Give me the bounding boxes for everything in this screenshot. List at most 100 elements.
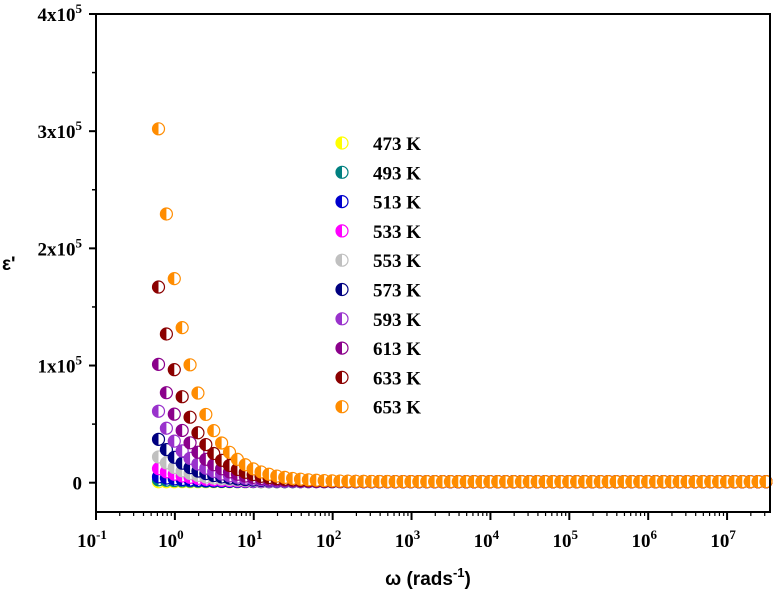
data-point-fill (562, 475, 569, 488)
data-point-fill (176, 321, 183, 334)
x-tick-label: 102 (316, 527, 342, 552)
x-tick-label-exponent: 0 (177, 527, 184, 542)
data-point (183, 410, 197, 424)
x-tick-label-base: 10 (237, 531, 256, 552)
data-point-fill (318, 474, 325, 487)
legend-label: 473 K (373, 134, 421, 155)
data-point (191, 445, 205, 459)
legend-marker (335, 136, 349, 150)
legend-marker-fill (336, 371, 342, 384)
data-point-fill (152, 462, 159, 475)
x-tick-label: 107 (710, 527, 736, 552)
x-tick-label: 10-1 (77, 527, 107, 552)
x-tick-label-exponent: 7 (729, 527, 736, 542)
data-point-fill (160, 208, 167, 221)
data-point-fill (168, 461, 175, 474)
data-point-fill (231, 463, 238, 476)
data-point-fill (215, 436, 222, 449)
legend-marker-fill (336, 224, 342, 237)
data-point-fill (665, 475, 672, 488)
data-point-fill (420, 475, 427, 488)
data-point-fill (444, 475, 451, 488)
legend-marker-fill (336, 166, 342, 179)
y-tick-label-base: 0 (73, 474, 83, 495)
data-point-fill (176, 424, 183, 437)
data-point-fill (341, 475, 348, 488)
plot-area (151, 122, 773, 489)
data-point-fill (176, 457, 183, 470)
data-point (151, 432, 166, 446)
data-point-fill (294, 473, 301, 486)
data-point-fill (617, 475, 624, 488)
data-point-fill (152, 358, 159, 371)
data-point-fill (326, 474, 333, 487)
x-axis-title-exponent: -1 (453, 565, 465, 580)
y-tick-label-exponent: 5 (76, 353, 83, 368)
data-point-fill (231, 453, 238, 466)
series-653-K (151, 122, 773, 489)
data-point-fill (176, 390, 183, 403)
x-tick-label: 106 (631, 527, 657, 552)
y-tick-label-base: 3x10 (38, 122, 76, 143)
x-tick-label: 103 (395, 527, 421, 552)
data-point (167, 407, 181, 421)
data-point-fill (184, 436, 191, 449)
data-point-fill (483, 475, 490, 488)
data-point-fill (681, 475, 688, 488)
data-point-fill (247, 462, 254, 475)
data-point (183, 358, 197, 372)
legend-marker (335, 165, 349, 179)
y-tick-label: 4x105 (38, 1, 83, 26)
data-point-fill (176, 444, 183, 457)
data-point-fill (168, 408, 175, 421)
data-point (151, 122, 166, 136)
x-tick-label-base: 10 (395, 531, 414, 552)
data-point-fill (168, 435, 175, 448)
y-tick-label-exponent: 5 (76, 1, 83, 16)
legend-entry: 493 K (335, 163, 421, 184)
x-tick-label-base: 10 (158, 531, 177, 552)
data-point-fill (412, 475, 419, 488)
data-point-fill (586, 475, 593, 488)
data-point (159, 386, 173, 400)
data-point-fill (199, 438, 206, 451)
legend-label: 533 K (373, 222, 421, 243)
plot-frame (95, 13, 771, 513)
data-point-fill (673, 475, 680, 488)
data-point-fill (428, 475, 435, 488)
data-point-fill (262, 468, 269, 481)
legend-entry: 613 K (335, 339, 421, 360)
legend-marker-fill (336, 137, 342, 149)
data-point-fill (184, 452, 191, 465)
legend-label: 493 K (373, 163, 421, 184)
data-point (759, 475, 773, 489)
data-point-fill (436, 475, 443, 488)
legend: 473 K 493 K 513 K 533 K 553 K 573 K 593 K 613 K… (335, 134, 421, 419)
data-point-fill (168, 451, 175, 464)
data-point (167, 272, 181, 286)
x-tick-label-base: 10 (474, 531, 493, 552)
legend-marker (335, 282, 349, 297)
data-point-fill (397, 475, 404, 488)
y-tick-label-base: 2x10 (38, 239, 76, 260)
data-point-fill (160, 443, 167, 456)
legend-entry: 633 K (335, 368, 421, 389)
y-tick-label: 2x105 (38, 235, 83, 260)
data-point-fill (633, 475, 640, 488)
x-axis-title-base: ω (rads (385, 569, 453, 590)
x-axis-title-suffix: ) (465, 569, 471, 590)
legend-label: 653 K (373, 398, 421, 419)
data-point (151, 357, 166, 371)
legend-marker (335, 341, 349, 355)
data-point-fill (641, 475, 648, 488)
data-point-fill (184, 411, 191, 424)
data-point-fill (404, 475, 411, 488)
data-point (159, 421, 173, 435)
series-633-K (151, 280, 773, 489)
legend-entry: 533 K (335, 222, 421, 243)
legend-label: 513 K (373, 193, 421, 214)
data-point-fill (452, 475, 459, 488)
data-point-fill (278, 471, 285, 484)
